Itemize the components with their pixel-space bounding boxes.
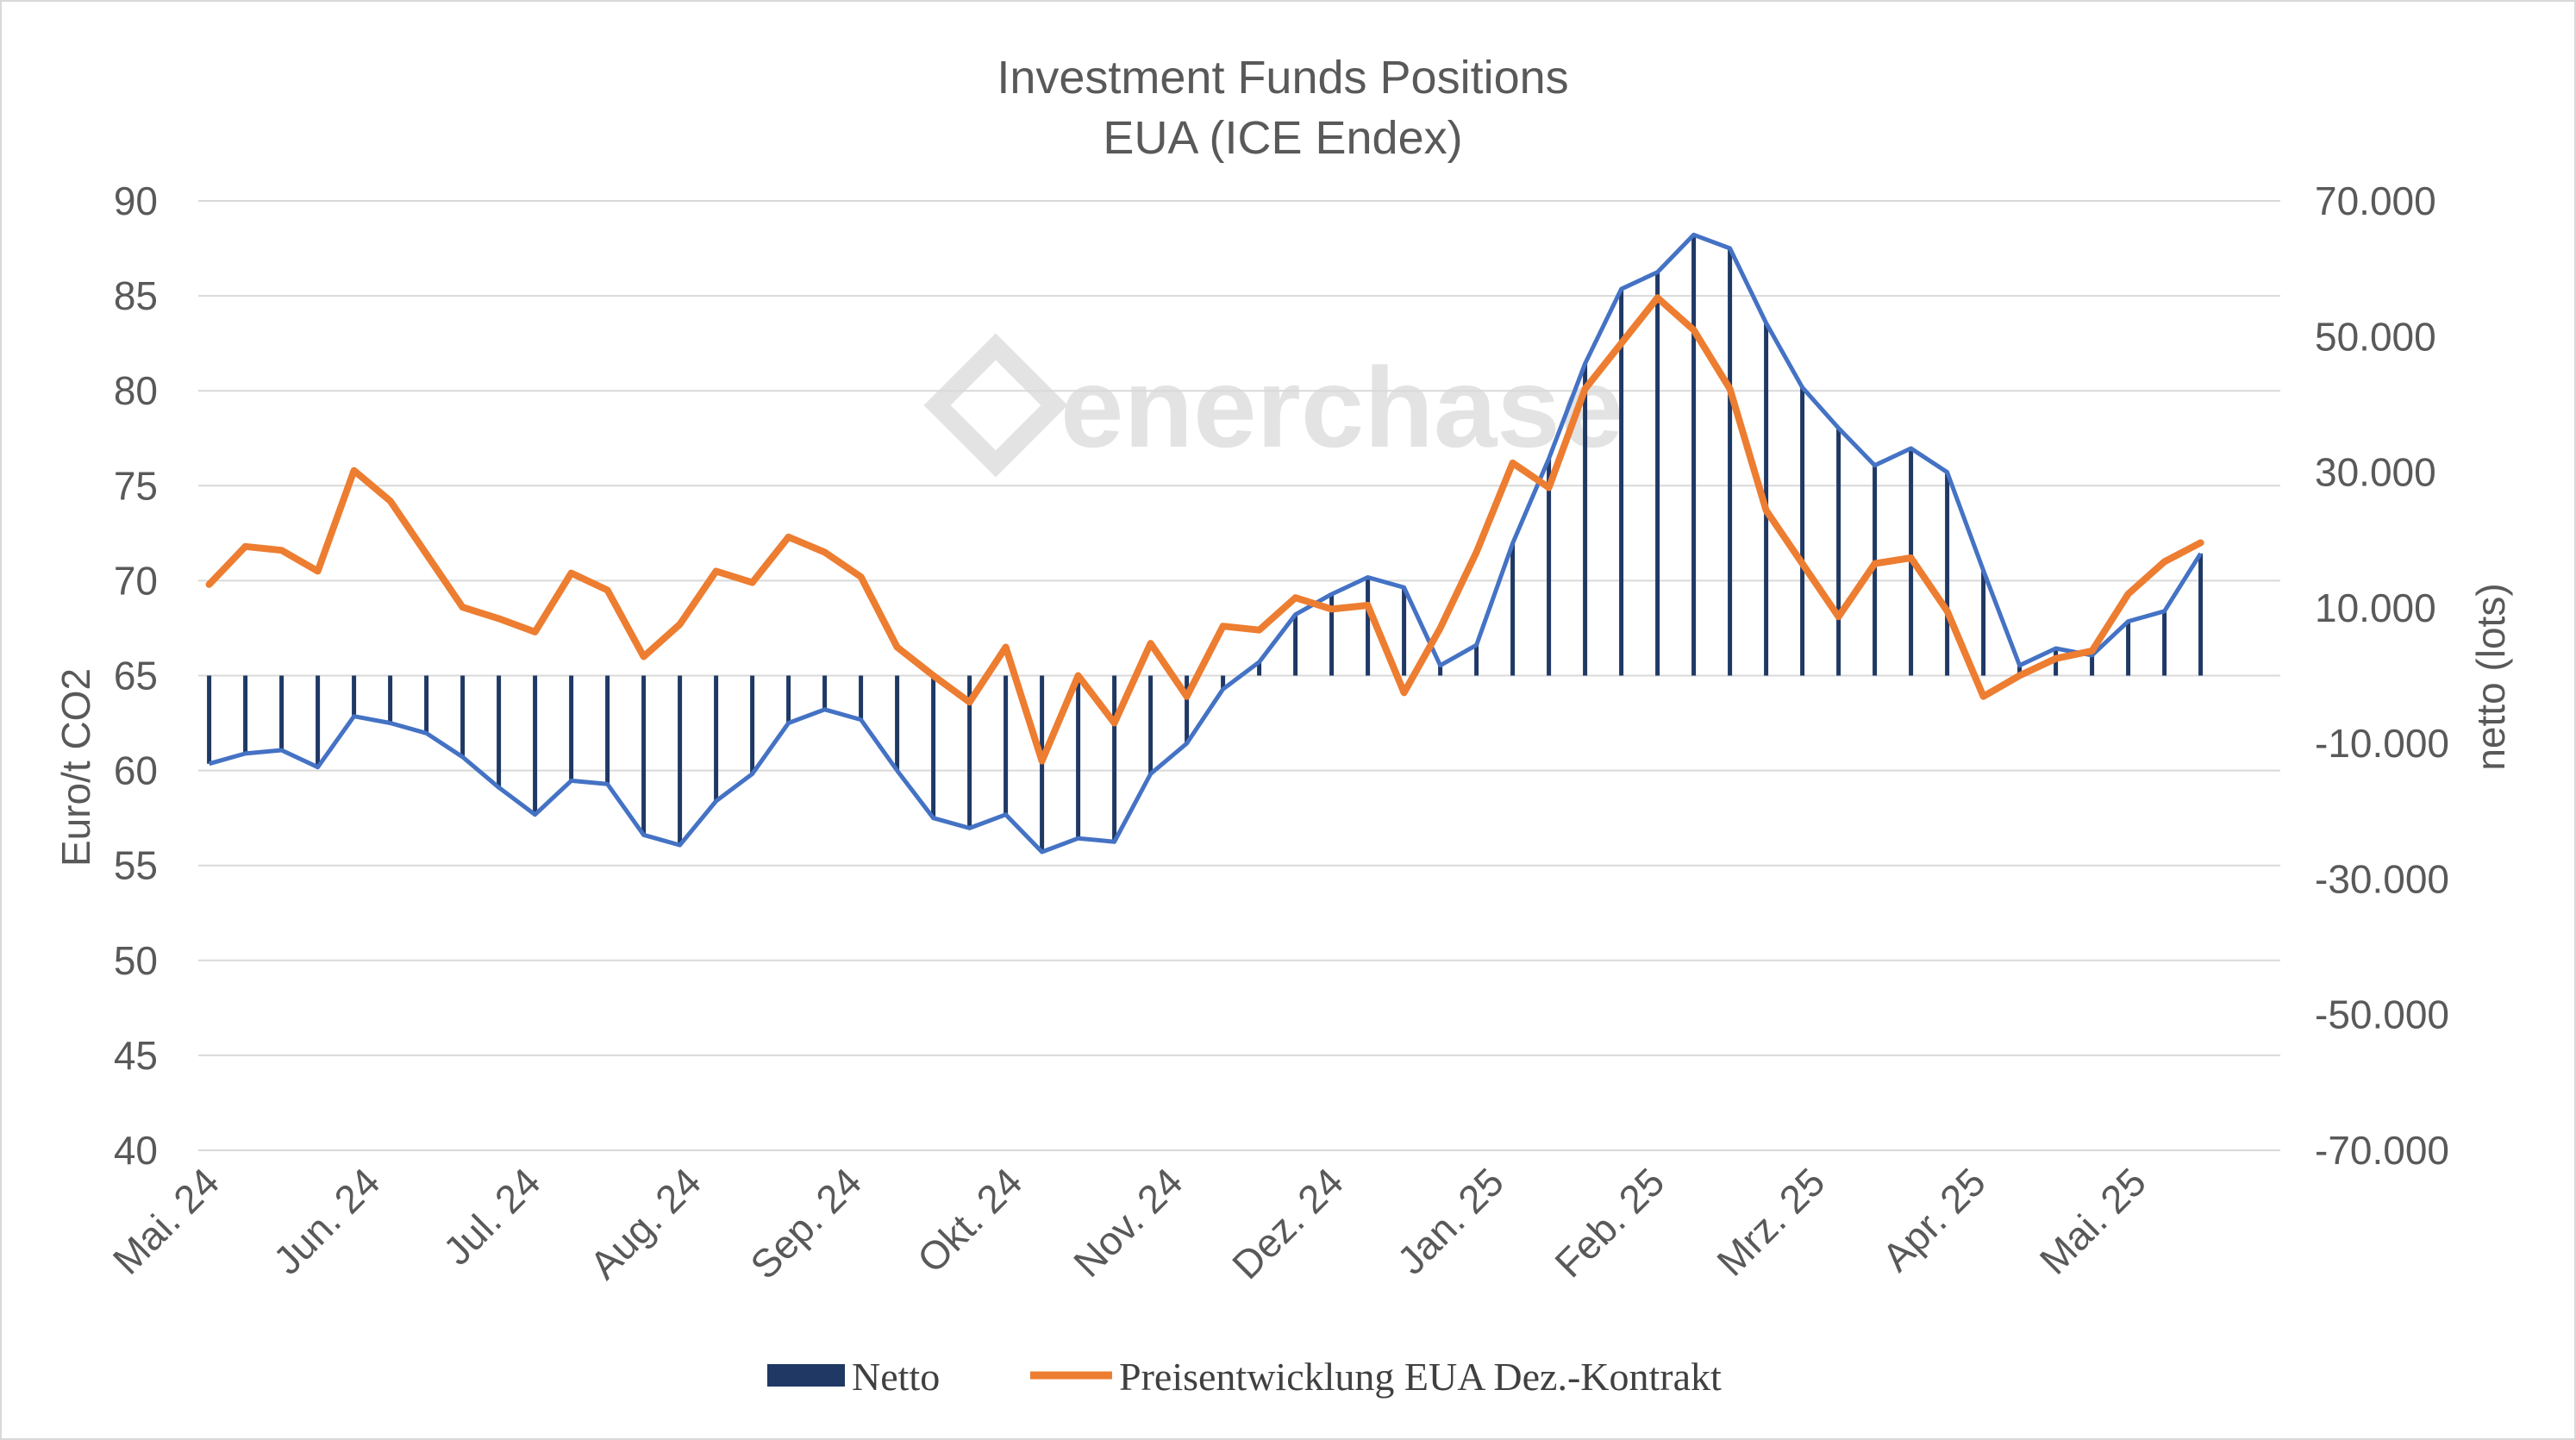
left-tick-label: 60 (114, 748, 158, 793)
netto-bar (967, 675, 972, 829)
netto-bar (750, 675, 755, 774)
watermark-icon (923, 333, 1068, 478)
left-tick-label: 80 (114, 368, 158, 413)
netto-bar (714, 675, 719, 801)
netto-bar (2126, 621, 2131, 676)
netto-bar (1076, 675, 1081, 839)
netto-bar (1981, 570, 1986, 676)
left-tick-label: 75 (114, 463, 158, 508)
right-tick-label: 30.000 (2315, 450, 2436, 495)
netto-bar (2162, 610, 2167, 676)
netto-bar (895, 675, 900, 771)
gridlines (198, 200, 2280, 1151)
right-tick-label: -10.000 (2315, 721, 2449, 766)
legend-label-price: Preisentwicklung EUA Dez.-Kontrakt (1119, 1355, 1722, 1399)
netto-bar (931, 675, 936, 818)
right-axis-title: netto (lots) (2468, 583, 2513, 770)
netto-outline (208, 232, 2203, 855)
left-tick-label: 65 (114, 654, 158, 698)
netto-outline-line (208, 232, 2203, 855)
netto-bar (1510, 543, 1516, 676)
legend: Netto Preisentwicklung EUA Dez.-Kontrakt (767, 1355, 1722, 1399)
netto-bar (1728, 248, 1733, 676)
netto-bar (533, 675, 538, 815)
netto-bar (1873, 465, 1878, 676)
netto-bar (1655, 272, 1660, 676)
right-tick-label: 70.000 (2315, 178, 2436, 223)
netto-bar (388, 675, 393, 723)
legend-label-netto: Netto (852, 1355, 940, 1399)
netto-bar (605, 675, 610, 785)
price-series-line (205, 294, 2204, 765)
netto-bar (1474, 645, 1479, 676)
netto-bar (1691, 235, 1697, 676)
netto-bar (1257, 661, 1262, 676)
netto-bar (2090, 654, 2095, 676)
netto-bars (207, 235, 2204, 852)
netto-bar (279, 675, 284, 751)
netto-bar (1185, 675, 1190, 744)
netto-bar (1438, 665, 1443, 676)
left-tick-label: 45 (114, 1033, 158, 1078)
netto-bar (1004, 675, 1009, 815)
right-tick-label: 50.000 (2315, 314, 2436, 359)
netto-bar (497, 675, 502, 788)
netto-bar (1547, 458, 1552, 676)
netto-bar (1402, 587, 1407, 676)
legend-swatch-netto (767, 1364, 845, 1387)
netto-bar (641, 675, 647, 836)
chart-subtitle: EUA (ICE Endex) (1103, 112, 1462, 164)
netto-bar (460, 675, 466, 757)
netto-bar (1945, 472, 1950, 676)
netto-bar (352, 675, 357, 717)
netto-bar (1619, 289, 1624, 676)
right-tick-label: 10.000 (2315, 585, 2436, 630)
netto-bar (1836, 428, 1841, 676)
left-tick-label: 70 (114, 558, 158, 603)
netto-bar (1148, 675, 1154, 774)
netto-bar (822, 675, 828, 710)
netto-bar (1329, 594, 1335, 676)
left-axis-ticks: 90 85 80 75 70 65 60 55 50 45 40 (114, 178, 158, 1173)
watermark-text: enerchase (1060, 344, 1623, 471)
left-tick-label: 40 (114, 1128, 158, 1173)
right-tick-label: -70.000 (2315, 1128, 2449, 1173)
right-axis-ticks: 70.000 50.000 30.000 10.000 -10.000 -30.000 -5… (2315, 178, 2449, 1173)
netto-bar (569, 675, 574, 781)
netto-bar (2017, 665, 2023, 676)
netto-bar (1800, 387, 1805, 676)
left-tick-label: 90 (114, 178, 158, 223)
netto-bar (1583, 363, 1588, 676)
watermark-logo: enerchase (923, 333, 1623, 478)
netto-bar (2198, 553, 2204, 676)
netto-bar (1221, 675, 1226, 690)
right-tick-label: -30.000 (2315, 856, 2449, 901)
left-axis-title: Euro/t CO2 (53, 668, 98, 867)
left-tick-label: 85 (114, 273, 158, 318)
netto-bar (316, 675, 321, 767)
netto-bar (207, 675, 212, 764)
netto-bar (1366, 577, 1371, 676)
netto-bar (424, 675, 429, 734)
netto-bar (1112, 675, 1117, 842)
netto-bar (678, 675, 683, 846)
chart-title: Investment Funds Positions (997, 52, 1568, 103)
netto-bar (786, 675, 791, 723)
right-tick-label: -50.000 (2315, 992, 2449, 1037)
price-line (205, 294, 2204, 765)
left-tick-label: 55 (114, 843, 158, 888)
netto-bar (859, 675, 864, 720)
left-tick-label: 50 (114, 938, 158, 983)
netto-bar (243, 675, 248, 754)
netto-bar (1293, 614, 1298, 676)
